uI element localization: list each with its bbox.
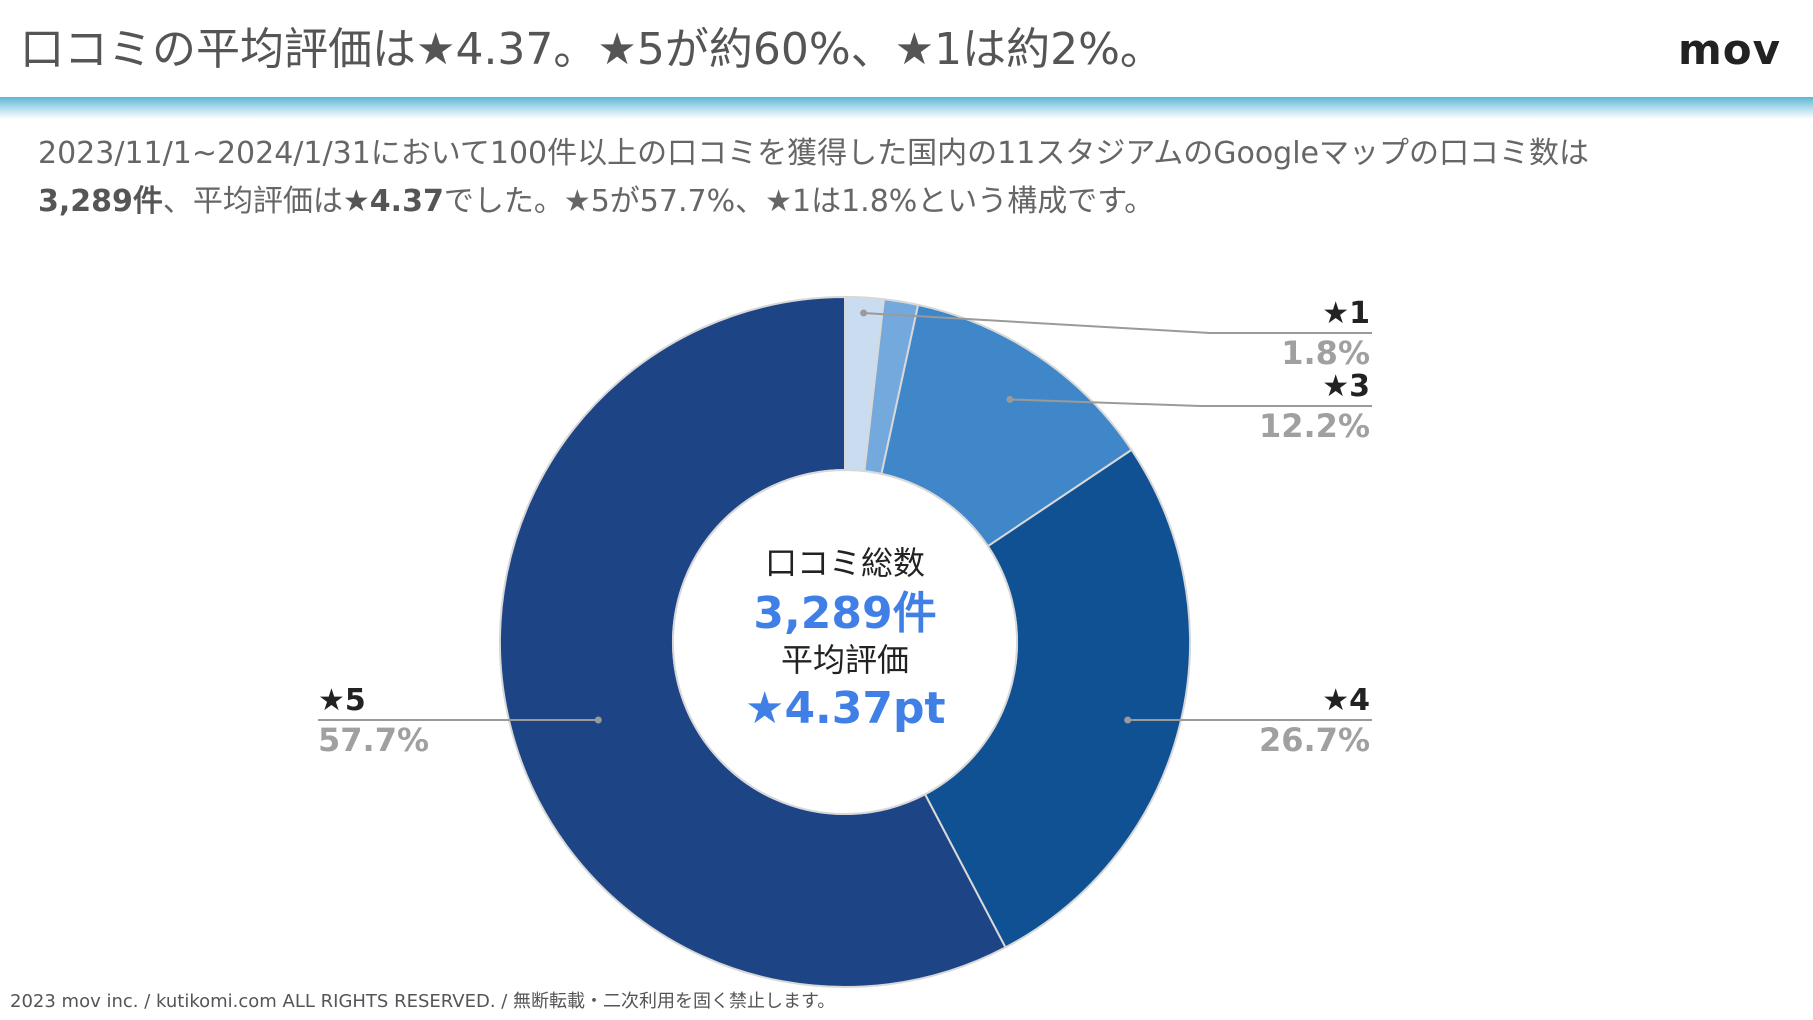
mov-logo: mov [1678,25,1781,74]
description-segment-2: 、平均評価は [162,184,343,219]
slice-label-percent-4: 26.7% [1259,721,1370,759]
donut-hole [672,469,1018,815]
description-rating: ★4.37 [342,184,444,219]
leader-line-1 [863,312,1372,334]
description-text: 2023/11/1~2024/1/31において100件以上の口コミを獲得した国内… [38,130,1778,226]
slice-label-percent-3: 12.2% [1259,407,1370,445]
center-average-label: 平均評価 [780,641,909,679]
slice-label-category-4: ★4 [1322,683,1370,718]
leader-lines [318,309,1372,724]
slide-header: 口コミの平均評価は★4.37。★5が約60%、★1は約2%。 mov [0,0,1813,98]
slice-label-percent-5: 57.7% [318,721,429,759]
slice-label-percent-1: 1.8% [1281,334,1370,372]
center-average-value: ★4.37pt [745,683,946,734]
slice-labels: ★11.8%★312.2% ★426.7% ★557.7% [318,296,1370,759]
description-line-1: 2023/11/1~2024/1/31において100件以上の口コミを獲得した国内… [38,136,1590,171]
description-line-2: 3,289件、平均評価は★4.37でした。★5が57.7%、★1は1.8%という… [38,178,1778,226]
center-total-value: 3,289件 [753,588,937,639]
slice-label-category-3: ★3 [1322,369,1370,404]
center-total-label: 口コミ総数 [764,544,925,582]
description-segment-3: でした。★5が57.7%、★1は1.8%という構成です。 [443,184,1155,219]
slice-label-category-5: ★5 [318,683,366,718]
leader-line-3 [1009,398,1372,407]
donut-slices [499,295,1191,988]
slice-label-category-1: ★1 [1322,296,1370,331]
header-gradient-band [0,97,1813,119]
slide-title: 口コミの平均評価は★4.37。★5が約60%、★1は約2%。 [20,24,1164,75]
footer-copyright: 2023 mov inc. / kutikomi.com ALL RIGHTS … [10,991,836,1012]
description-count: 3,289件 [38,184,163,219]
